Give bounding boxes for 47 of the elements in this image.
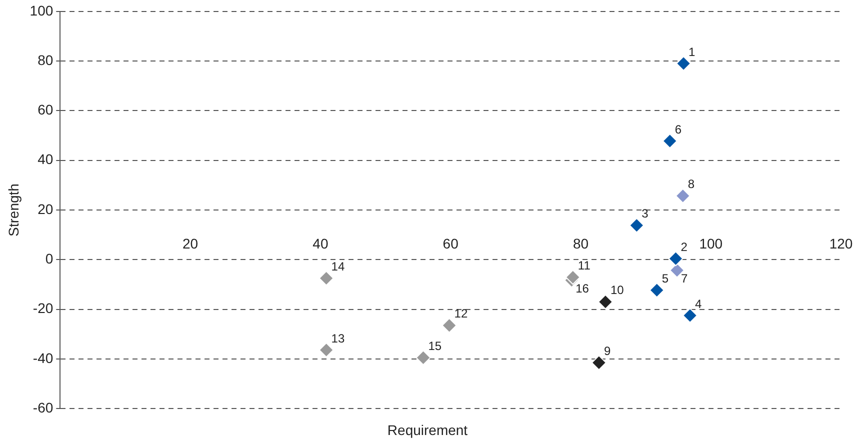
y-tick-label: 80 (38, 52, 54, 68)
annotation: 4 (695, 296, 702, 311)
annotation: 9 (604, 344, 611, 358)
x-axis-title: Requirement (386, 422, 469, 438)
point (318, 342, 334, 358)
x-tick-label: 40 (312, 236, 328, 252)
y-tick-label: -60 (32, 399, 54, 416)
point (416, 350, 431, 366)
x-tick-label: 60 (442, 236, 459, 252)
annotation: 5 (662, 271, 669, 286)
x-tick-label: 100 (699, 236, 723, 252)
y-tick-label: 0 (45, 250, 54, 267)
annotation: 14 (331, 260, 345, 274)
point (676, 56, 692, 72)
x-tick-label: 80 (572, 236, 589, 252)
point (675, 188, 690, 204)
y-tick-label: -20 (32, 300, 54, 316)
x-tick-label: 120 (829, 236, 853, 252)
annotation: 15 (428, 339, 442, 354)
x-tick-label: 20 (182, 236, 198, 252)
point (565, 270, 580, 285)
point (682, 308, 698, 324)
y-tick-label: 40 (38, 151, 54, 168)
point (598, 294, 613, 310)
annotation: 2 (680, 240, 688, 254)
annotation: 10 (610, 283, 624, 298)
annotation: 12 (454, 306, 468, 321)
y-tick-label: 20 (38, 200, 54, 217)
y-tick-label: 60 (38, 102, 54, 118)
annotation: 16 (576, 282, 590, 296)
point (591, 355, 606, 370)
y-axis-title: Strength (5, 184, 22, 236)
y-tick-label: 100 (30, 2, 54, 18)
annotation: 6 (674, 122, 682, 136)
point (662, 133, 678, 148)
y-tick-label: -40 (32, 350, 54, 366)
annotation: 1 (688, 44, 696, 59)
annotation: 3 (642, 206, 649, 221)
annotation: 11 (578, 258, 591, 273)
point (629, 218, 644, 233)
point (668, 251, 684, 266)
annotation: 8 (688, 177, 695, 192)
point (442, 318, 457, 333)
annotation: 13 (331, 331, 345, 346)
point (318, 270, 334, 286)
annotation: 7 (681, 272, 688, 286)
point (649, 282, 664, 298)
